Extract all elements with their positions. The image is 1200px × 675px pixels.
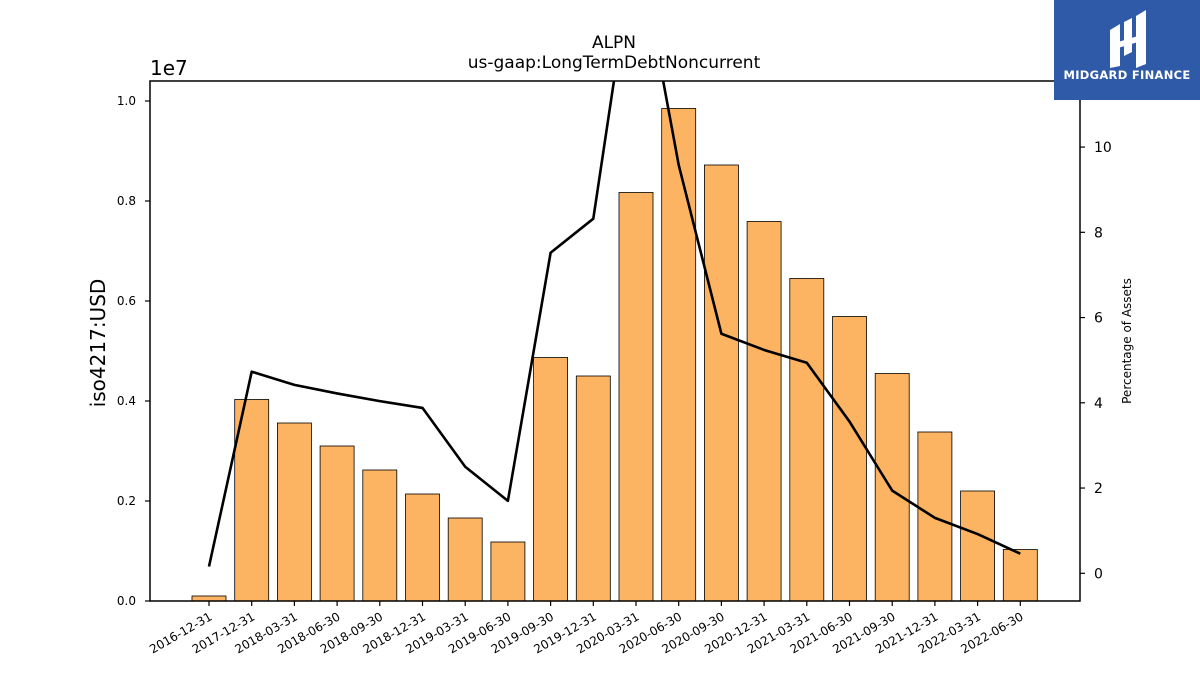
percentage-line xyxy=(207,81,1021,567)
y2-axis-label: Percentage of Assets xyxy=(1120,278,1134,404)
plot-frame xyxy=(149,80,1081,602)
y2-tick-label: 0 xyxy=(1094,566,1103,582)
logo-mark-icon xyxy=(1110,10,1146,68)
y2-tick-label: 2 xyxy=(1094,481,1103,497)
y-offset-label: 1e7 xyxy=(150,56,188,80)
y-tick-label: 0.2 xyxy=(117,494,136,508)
bar-2018-06-30 xyxy=(319,445,355,602)
chart-subtitle: us-gaap:LongTermDebtNoncurrent xyxy=(468,53,761,73)
bar-2017-12-31 xyxy=(234,399,270,602)
y-tick-label: 0.8 xyxy=(117,194,136,208)
bar-2019-12-31 xyxy=(575,375,611,602)
y-tick-label: 1.0 xyxy=(117,94,136,108)
chart-title: ALPN xyxy=(592,33,636,53)
line-series xyxy=(207,81,1021,567)
bar-2019-03-31 xyxy=(447,517,483,602)
bar-2020-12-31 xyxy=(746,221,782,602)
y-tick-label: 0.0 xyxy=(117,594,136,608)
bar-2021-09-30 xyxy=(874,373,910,602)
bar-2020-06-30 xyxy=(661,108,697,602)
bar-2020-03-31 xyxy=(618,192,654,602)
bar-2019-06-30 xyxy=(490,541,526,602)
bar-2018-12-31 xyxy=(405,493,440,602)
bar-2020-09-30 xyxy=(704,164,739,602)
y-axis-label: iso4217:USD xyxy=(86,279,110,408)
bar-2022-06-30 xyxy=(1002,549,1038,602)
y2-tick-label: 6 xyxy=(1094,311,1103,327)
y2-tick-label: 8 xyxy=(1094,225,1103,241)
bar-2021-06-30 xyxy=(832,316,867,602)
bar-2021-03-31 xyxy=(789,278,825,602)
bar-2019-09-30 xyxy=(533,357,568,602)
brand-logo: MIDGARD FINANCE xyxy=(1054,0,1200,100)
bar-2018-03-31 xyxy=(276,422,312,602)
bar-series xyxy=(191,108,1038,602)
logo-text: MIDGARD FINANCE xyxy=(1063,68,1191,82)
y-tick-label: 0.6 xyxy=(117,294,136,308)
y2-tick-label: 4 xyxy=(1094,396,1103,412)
y2-tick-label: 10 xyxy=(1094,140,1112,156)
y-tick-label: 0.4 xyxy=(117,394,136,408)
bar-2018-09-30 xyxy=(362,469,398,602)
bar-2022-03-31 xyxy=(960,490,995,602)
